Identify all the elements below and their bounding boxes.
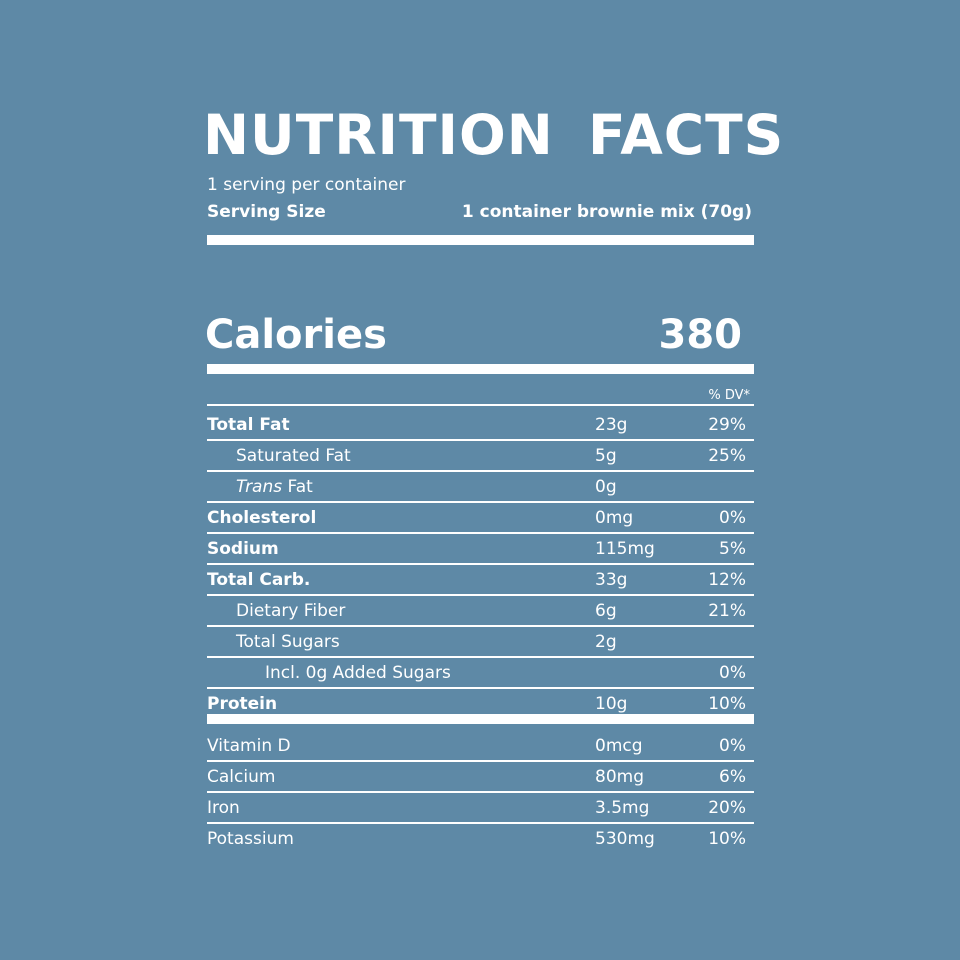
nutrient-label-text: Cholesterol	[207, 508, 317, 528]
nutrient-label-text: Total Carb.	[207, 570, 311, 590]
nutrient-label-text: Potassium	[207, 829, 294, 849]
nutrient-label-text: Saturated Fat	[236, 446, 351, 466]
nutrient-label: Total Fat	[207, 415, 290, 435]
daily-value: 12%	[708, 570, 746, 590]
calories-value: 380	[658, 312, 743, 358]
nutrient-label-text: Total Sugars	[236, 632, 340, 652]
calories-label: Calories	[205, 312, 387, 358]
rule	[207, 501, 754, 503]
amount: 3.5mg	[595, 798, 650, 818]
nutrient-label: Vitamin D	[207, 736, 291, 756]
nutrient-label-text: Vitamin D	[207, 736, 291, 756]
rule	[207, 791, 754, 793]
nutrient-label: Total Carb.	[207, 570, 310, 590]
nutrient-label: Incl. 0g Added Sugars	[265, 663, 451, 683]
nutrient-label: Total Sugars	[236, 632, 340, 652]
amount: 33g	[595, 570, 628, 590]
amount: 5g	[595, 446, 617, 466]
nutrient-label: Potassium	[207, 829, 294, 849]
nutrient-label-italic: Trans	[236, 477, 283, 497]
amount: 530mg	[595, 829, 655, 849]
daily-value: 0%	[719, 736, 746, 756]
rule	[207, 625, 754, 627]
nutrient-label-text: Fat	[287, 477, 313, 497]
amount: 0g	[595, 477, 617, 497]
nutrient-label-text: Protein	[207, 694, 278, 714]
rule	[207, 563, 754, 565]
nutrient-label: Iron	[207, 798, 240, 818]
daily-value: 5%	[719, 539, 746, 559]
amount: 0mg	[595, 508, 634, 528]
nutrient-label: Calcium	[207, 767, 275, 787]
nutrient-label: Cholesterol	[207, 508, 316, 528]
nutrient-label: Trans Fat	[236, 477, 313, 497]
daily-value: 0%	[719, 663, 746, 683]
rule	[207, 760, 754, 762]
daily-value: 21%	[708, 601, 746, 621]
nutrient-label: Dietary Fiber	[236, 601, 345, 621]
nutrient-label: Sodium	[207, 539, 279, 559]
amount: 23g	[595, 415, 628, 435]
rule	[207, 822, 754, 824]
nutrient-label-text: Dietary Fiber	[236, 601, 346, 621]
rule	[207, 439, 754, 441]
amount: 80mg	[595, 767, 644, 787]
amount: 0mcg	[595, 736, 643, 756]
rule	[207, 470, 754, 472]
nutrient-label-text: Total Fat	[207, 415, 290, 435]
servings: 1 serving per container	[207, 175, 406, 195]
thick-bar	[207, 364, 754, 374]
rule	[207, 594, 754, 596]
dv-header: % DV*	[708, 388, 750, 403]
daily-value: 0%	[719, 508, 746, 528]
amount: 2g	[595, 632, 617, 652]
nutrient-label-text: Sodium	[207, 539, 279, 559]
daily-value: 25%	[708, 446, 746, 466]
rule	[207, 404, 754, 406]
amount: 6g	[595, 601, 617, 621]
rule	[207, 687, 754, 689]
serving-size-label: Serving Size	[207, 202, 326, 222]
thick-bar	[207, 235, 754, 245]
rule	[207, 656, 754, 658]
daily-value: 29%	[708, 415, 746, 435]
nutrient-label-text: Calcium	[207, 767, 276, 787]
daily-value: 20%	[708, 798, 746, 818]
nutrient-label: Protein	[207, 694, 277, 714]
thick-bar	[207, 714, 754, 724]
serving-size-value: 1 container brownie mix (70g)	[461, 202, 752, 222]
nutrient-label-text: Iron	[207, 798, 240, 818]
rule	[207, 532, 754, 534]
nutrient-label: Saturated Fat	[236, 446, 351, 466]
title: NUTRITION FACTS	[203, 103, 785, 167]
amount: 10g	[595, 694, 628, 714]
daily-value: 6%	[719, 767, 746, 787]
daily-value: 10%	[708, 829, 746, 849]
daily-value: 10%	[708, 694, 746, 714]
amount: 115mg	[595, 539, 655, 559]
nutrient-label-text: Incl. 0g Added Sugars	[265, 663, 451, 683]
